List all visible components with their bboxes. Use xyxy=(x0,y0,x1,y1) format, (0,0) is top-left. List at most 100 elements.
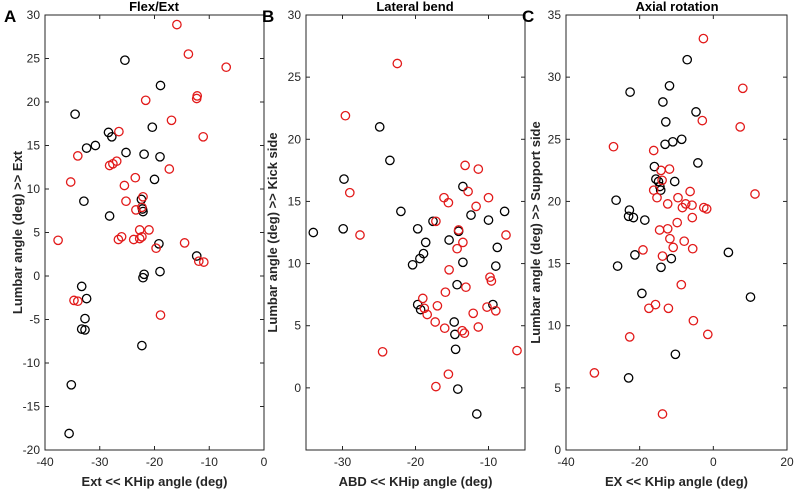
panel-b-y-tick-label: 5 xyxy=(294,319,301,333)
panel-b-point-black xyxy=(499,206,510,217)
panel-c-point-red xyxy=(624,332,635,342)
panel-a-point-red xyxy=(164,164,175,174)
panel-b-point-red xyxy=(453,225,464,235)
panel-b-point-red xyxy=(471,201,481,212)
panel-b-point-red xyxy=(431,216,441,227)
panel-b-point-black xyxy=(458,181,468,192)
panel-c-x-axis-label: EX << KHip angle (deg) xyxy=(605,474,748,489)
panel-a-y-axis-label: Lumbar angle (deg) >> Ext xyxy=(10,150,25,314)
panel-b-y-tick-label: 25 xyxy=(288,70,302,84)
panel-b-point-black xyxy=(449,317,460,327)
panel-c-point-black xyxy=(669,176,680,187)
panel-c-point-black xyxy=(723,247,734,258)
panel-c-point-red xyxy=(638,245,648,255)
panel-c-y-tick-label: 0 xyxy=(554,443,561,457)
panel-a-plot-frame xyxy=(44,14,265,451)
panel-c-point-red xyxy=(687,212,698,223)
panel-a-point-red xyxy=(221,62,232,73)
panel-b-point-black xyxy=(471,409,482,419)
panel-b-point-red xyxy=(483,192,494,203)
panel-a-point-black xyxy=(80,313,90,324)
panel-a-point-red xyxy=(198,257,209,267)
panel-c-x-tick-label: 0 xyxy=(710,455,717,469)
panel-b-y-tick-label: 30 xyxy=(288,8,302,22)
panel-b-y-tick-label: 10 xyxy=(288,257,302,271)
panel-a-point-black xyxy=(155,266,165,277)
panel-b-point-red xyxy=(444,264,454,275)
panel-b-point-red xyxy=(377,346,388,357)
panel-a-point-red xyxy=(72,296,83,307)
panel-a-point-black xyxy=(104,211,115,221)
panel-b-point-red xyxy=(439,323,450,334)
panel-c-point-black xyxy=(655,185,666,196)
panel-c-point-red xyxy=(701,204,712,214)
panel-b-point-black xyxy=(452,279,462,290)
panel-c-point-black xyxy=(666,253,677,264)
panel-b-point-black xyxy=(458,257,468,268)
panel-a-x-tick-label: 0 xyxy=(261,455,268,469)
panel-b-y-tick-label: 20 xyxy=(288,132,302,146)
panel-a-point-black xyxy=(155,80,166,91)
panel-a-point-black xyxy=(121,147,131,158)
panel-a-point-red xyxy=(130,172,141,183)
panel-a-y-tick-label: 20 xyxy=(27,95,41,109)
panel-a-point-black xyxy=(120,55,130,66)
panel-b-point-red xyxy=(461,282,471,293)
panel-b-point-red xyxy=(422,309,433,320)
panel-c-y-tick-label: 15 xyxy=(548,257,562,271)
panel-a-point-black xyxy=(64,428,74,439)
panel-a-point-red xyxy=(53,235,63,246)
panel-a-point-red xyxy=(119,180,130,191)
panel-a-x-axis-label: Ext << KHip angle (deg) xyxy=(82,474,228,489)
panel-a-point-red xyxy=(198,131,209,142)
panel-b-point-black xyxy=(338,223,349,234)
panel-c-point-red xyxy=(677,202,688,213)
panel-c-letter: C xyxy=(522,7,534,26)
panel-a-point-red xyxy=(172,19,182,30)
panel-a-point-red xyxy=(183,49,194,59)
panel-a-x-tick-label: -30 xyxy=(91,455,109,469)
panel-c-point-red xyxy=(608,141,619,152)
panel-c-x-tick-label: 20 xyxy=(780,455,794,469)
panel-a-point-red xyxy=(191,93,202,104)
panel-b-point-red xyxy=(457,325,468,336)
panel-a-point-red xyxy=(144,225,154,235)
panel-b-point-red xyxy=(459,328,470,339)
panel-a-x-tick-label: -10 xyxy=(201,455,219,469)
panel-a-point-red xyxy=(138,191,148,202)
panel-a-point-red xyxy=(193,256,204,267)
panel-c-point-red xyxy=(662,199,673,209)
panel-b-point-red xyxy=(430,317,441,327)
panel-a-point-red xyxy=(166,115,177,126)
panel-a-y-tick-label: -5 xyxy=(29,313,40,327)
panel-a-letter: A xyxy=(4,7,16,26)
panel-b-point-red xyxy=(355,230,365,240)
panel-a-point-black xyxy=(76,281,87,292)
panel-a-y-tick-label: -20 xyxy=(23,443,41,457)
panel-b-point-black xyxy=(339,174,349,184)
panel-a-y-tick-label: -10 xyxy=(23,356,41,370)
panel-b-y-tick-label: 0 xyxy=(294,381,301,395)
panel-b-x-tick-label: -30 xyxy=(334,455,352,469)
panel-c-x-tick-label: -20 xyxy=(631,455,649,469)
panel-a-point-black xyxy=(79,196,89,207)
panel-c-point-red xyxy=(657,409,668,419)
panel-a-x-tick-label: -40 xyxy=(36,455,54,469)
panel-c-point-red xyxy=(702,329,713,340)
panel-c-point-red xyxy=(697,115,708,126)
panel-c-point-black xyxy=(745,292,756,302)
panel-b-point-red xyxy=(473,164,484,174)
panel-b-point-red xyxy=(452,243,462,254)
panel-c-y-axis-label: Lumbar angle (deg) >> Support side xyxy=(528,121,543,343)
panel-c-point-red xyxy=(750,189,760,199)
panel-c-point-red xyxy=(668,242,679,253)
panel-b-point-black xyxy=(412,223,423,234)
panel-c-point-red xyxy=(654,225,665,235)
panel-c-point-red xyxy=(665,233,675,244)
panel-a-point-black xyxy=(137,340,147,351)
panel-c-point-red xyxy=(679,236,690,247)
panel-b-point-red xyxy=(432,300,443,311)
panel-c-point-black xyxy=(624,205,635,215)
panel-b-point-black xyxy=(488,299,498,310)
